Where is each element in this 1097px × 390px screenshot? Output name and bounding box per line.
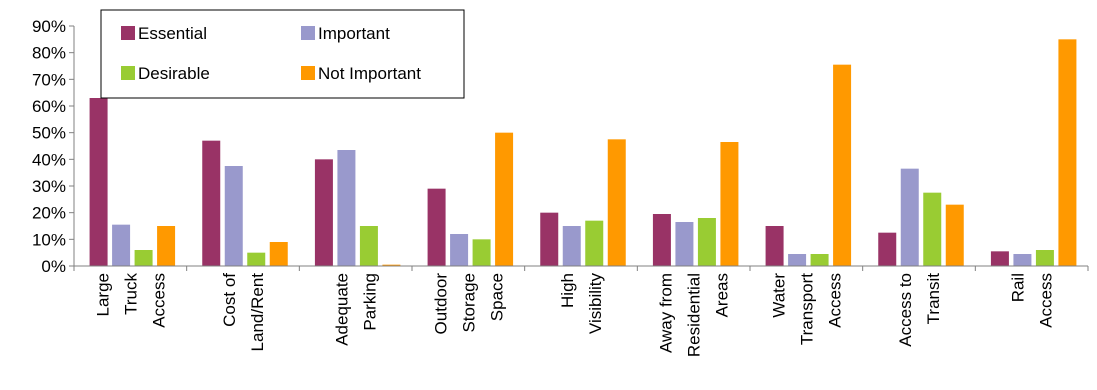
y-tick-label: 80% [32, 44, 66, 63]
legend-label: Essential [138, 24, 207, 43]
category-label: Access to [896, 273, 915, 347]
bar-important [1013, 254, 1032, 266]
y-tick-label: 90% [32, 17, 66, 36]
bar-important [112, 224, 131, 266]
category-label: Rail [1009, 273, 1028, 302]
bar-essential [990, 251, 1009, 266]
bar-not-important [945, 204, 964, 266]
bar-important [337, 150, 356, 266]
bar-essential [89, 98, 108, 266]
legend-swatch [301, 26, 315, 40]
bar-important [675, 222, 694, 266]
bar-important [562, 226, 581, 266]
bar-desirable [923, 192, 942, 266]
category-label: Outdoor [431, 273, 450, 335]
legend-box [100, 9, 465, 99]
category-label: Large [93, 273, 112, 316]
bar-not-important [607, 139, 626, 266]
bar-essential [540, 212, 559, 266]
bar-not-important [382, 264, 401, 266]
category-label: Access [149, 273, 168, 328]
bar-important [224, 166, 243, 266]
legend-label: Not Important [318, 64, 421, 83]
category-label: Truck [121, 273, 140, 315]
y-tick-label: 30% [32, 177, 66, 196]
legend-label: Important [318, 24, 390, 43]
bar-important [788, 254, 807, 266]
bars [89, 39, 1077, 267]
bar-essential [314, 159, 333, 266]
category-label: Space [487, 273, 506, 321]
legend: Essential Important Desirable Not Important [100, 9, 465, 99]
y-axis-ticks: 0% 10% 20% 30% 40% 50% 60% 70% 80% 90% [32, 17, 75, 276]
x-axis [73, 265, 1089, 271]
y-tick-label: 0% [41, 257, 66, 276]
category-labels: Large Truck Access Cost of Land/Rent Adequate… [93, 273, 1055, 358]
legend-swatch [301, 66, 315, 80]
legend-label: Desirable [138, 64, 210, 83]
bar-desirable [247, 252, 266, 266]
category-label: Residential [685, 273, 704, 357]
bar-important [900, 168, 919, 266]
bar-desirable [810, 254, 829, 266]
category-label: Areas [713, 273, 732, 317]
bar-important [450, 234, 469, 266]
y-tick-label: 50% [32, 124, 66, 143]
bar-essential [765, 226, 784, 266]
category-label: Access [825, 273, 844, 328]
y-tick-label: 70% [32, 70, 66, 89]
legend-swatch [121, 26, 135, 40]
y-tick-label: 20% [32, 204, 66, 223]
legend-swatch [121, 66, 135, 80]
bar-desirable [585, 220, 604, 266]
y-tick-label: 10% [32, 230, 66, 249]
category-label: Cost of [220, 273, 239, 327]
bar-desirable [134, 250, 153, 266]
category-label: Land/Rent [248, 273, 267, 352]
bar-desirable [697, 218, 716, 266]
category-label: Away from [657, 273, 676, 353]
bar-desirable [472, 239, 491, 266]
category-label: Water [769, 273, 788, 318]
bar-desirable [359, 226, 378, 266]
bar-essential [202, 140, 221, 266]
category-label: Parking [361, 273, 380, 331]
category-label: Transport [797, 273, 816, 345]
category-label: High [558, 273, 577, 308]
category-label: Transit [924, 273, 943, 325]
category-label: Visibility [586, 273, 605, 335]
bar-not-important [157, 226, 176, 266]
category-label: Adequate [333, 273, 352, 346]
category-label: Storage [459, 273, 478, 333]
bar-not-important [720, 142, 739, 266]
y-tick-label: 40% [32, 150, 66, 169]
bar-essential [878, 232, 897, 266]
bar-essential [652, 214, 671, 266]
bar-not-important [833, 64, 852, 267]
bar-not-important [495, 132, 514, 266]
bar-not-important [1058, 39, 1077, 267]
bar-not-important [269, 242, 288, 266]
y-tick-label: 60% [32, 97, 66, 116]
category-label: Access [1037, 273, 1056, 328]
bar-essential [427, 188, 446, 266]
bar-desirable [1035, 250, 1054, 266]
